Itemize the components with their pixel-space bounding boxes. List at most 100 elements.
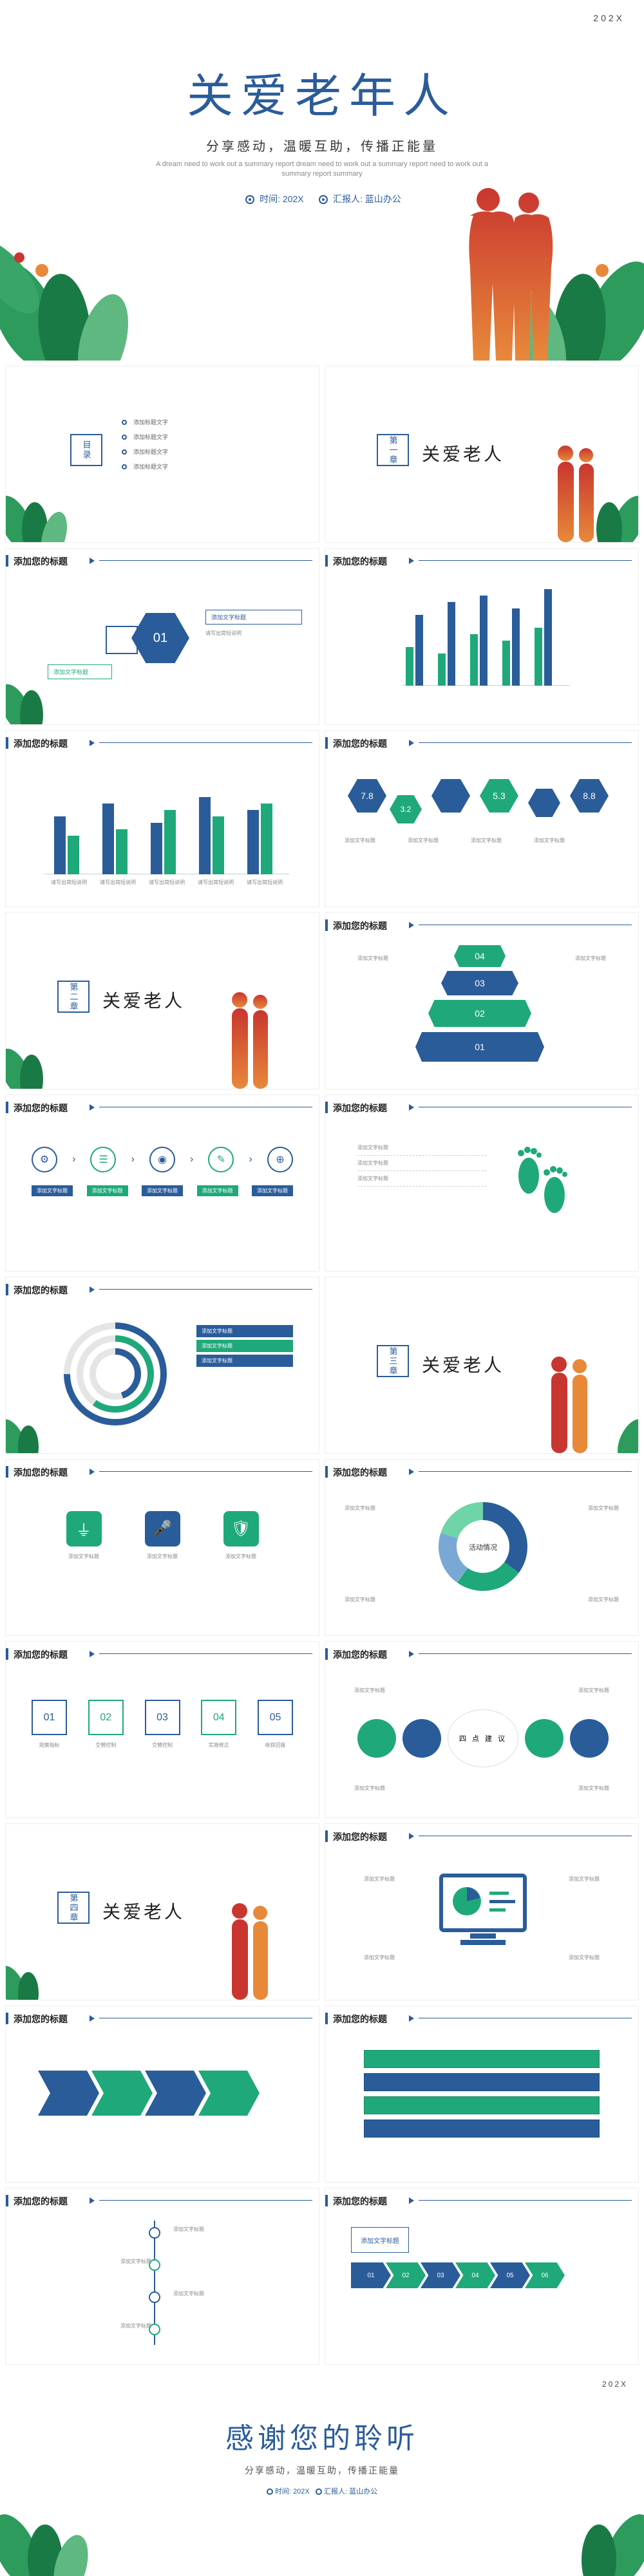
process-label: 添加文字标题 [252, 1185, 293, 1196]
process-icon: ☰ [90, 1147, 116, 1172]
bar-chart [402, 596, 570, 686]
point-circle [357, 1719, 396, 1758]
arrow-step: 03 [421, 2262, 460, 2288]
slide-big-arrows: 添加您的标题 [5, 2006, 319, 2183]
leaves-left-icon [0, 148, 193, 361]
point-circle [570, 1719, 609, 1758]
leaves-small-icon [583, 1389, 639, 1454]
slide-grouped-bars: 添加您的标题 请写出简短说明请写出简短说明请写出简短说明请写出简短说明请写出简短… [5, 730, 319, 907]
thanks-slide: 202X 感谢您的聆听 分享感动，温暖互助，传播正能量 时间: 202X 汇报人… [0, 2370, 644, 2576]
slide-toc: 目录 添加标题文字 添加标题文字 添加标题文字 添加标题文字 [5, 366, 319, 543]
h-bar [364, 2073, 600, 2091]
leaves-small-icon [5, 1935, 61, 2000]
mic-icon: 🎤 [145, 1511, 180, 1547]
hex-stat: 8.8 [570, 779, 609, 813]
chapter-title: 关爱老人 [102, 1898, 185, 1924]
process-icon: ⊕ [267, 1147, 293, 1172]
stack-item: 02 [428, 1000, 531, 1027]
slide-bar-chart: 添加您的标题 [325, 548, 639, 725]
couple-small-icon [548, 439, 606, 542]
grouped-bar-chart: 请写出简短说明请写出简短说明请写出简短说明请写出简短说明请写出简短说明 [44, 778, 289, 874]
arrow-step: 06 [525, 2262, 565, 2288]
point-circle [525, 1719, 564, 1758]
leaves-small-icon [5, 1011, 67, 1089]
h-bar [364, 2050, 600, 2068]
donut-chart: 活动情况 [435, 1498, 531, 1595]
process-icon: ✎ [208, 1147, 234, 1172]
process-icon: ◉ [149, 1147, 175, 1172]
center-label: 四 点 建 议 [448, 1709, 518, 1767]
leaves-small-icon [5, 1389, 61, 1454]
process-label: 添加文字标题 [197, 1185, 238, 1196]
timeline-dot [149, 2291, 160, 2303]
leaves-small-icon [5, 647, 67, 725]
arrow-step: 02 [386, 2262, 426, 2288]
toc-item: 添加标题文字 [133, 447, 168, 456]
num-box: 01 [32, 1700, 67, 1735]
num-box: 02 [88, 1700, 124, 1735]
num-box: 05 [258, 1700, 293, 1735]
slide-3-icons: 添加您的标题 ⏚添加文字标题 🎤添加文字标题 🛡添加文字标题 [5, 1459, 319, 1636]
thanks-title: 感谢您的聆听 [0, 2370, 644, 2456]
svg-text:活动情况: 活动情况 [469, 1543, 497, 1552]
text-box: 添加文字标题 [205, 610, 302, 625]
process-label: 添加文字标题 [87, 1185, 128, 1196]
ring-chart [57, 1316, 173, 1432]
monitor-icon [435, 1869, 531, 1953]
hex-stat: 7.8 [348, 779, 386, 813]
leaves-small-icon [5, 452, 80, 543]
slide-rings: 添加您的标题 添加文字标题 添加文字标题 添加文字标题 [5, 1277, 319, 1454]
slide-chapter-3: 第三章 关爱老人 [325, 1277, 639, 1454]
slide-hex-row: 添加您的标题 7.8 3.2 5.3 8.8 添加文字标题添加文字标题添加文字标… [325, 730, 639, 907]
point-circle [402, 1719, 441, 1758]
slide-arrow-row: 添加您的标题 添加文字标题 01 02 03 04 05 06 [325, 2188, 639, 2365]
stack-item: 04 [454, 945, 506, 967]
hex-stat [528, 789, 560, 817]
slide-chapter-1: 第一章 关爱老人 [325, 366, 639, 543]
leaves-small-icon [0, 2454, 119, 2576]
couple-small-icon [222, 1897, 280, 2000]
hero-slide: 202X 关爱老年人 分享感动，温暖互助，传播正能量 A dream need … [0, 0, 644, 361]
process-icon: ⚙ [32, 1147, 57, 1172]
shield-icon: 🛡 [223, 1511, 259, 1547]
num-box: 04 [201, 1700, 236, 1735]
h-bar [364, 2096, 600, 2114]
slide-footprints: 添加您的标题 添加文字标题 添加文字标题 添加文字标题 [325, 1095, 639, 1272]
toc-item: 添加标题文字 [133, 462, 168, 471]
timeline-dot [149, 2227, 160, 2239]
chapter-title: 关爱老人 [422, 1351, 504, 1377]
slide-h-bars: 添加您的标题 [325, 2006, 639, 2183]
num-box: 03 [145, 1700, 180, 1735]
hero-title: 关爱老年人 [0, 0, 644, 126]
hex-stat: 5.3 [480, 779, 518, 813]
slide-monitor: 添加您的标题 添加文字标题 添加文字标题 添加文字标题 添加文字标题 [325, 1823, 639, 2000]
slide-5-boxes: 添加您的标题 01观察指标 02交替控制 03交替控制 04实施修正 05收获回… [5, 1641, 319, 1818]
slide-process-5: 添加您的标题 ⚙ › ☰ › ◉ › ✎ › ⊕ 添加文字标题 添加文字标题 添… [5, 1095, 319, 1272]
chapter-no: 第三章 [377, 1345, 409, 1377]
arrow-step: 04 [455, 2262, 495, 2288]
hex-stat: 3.2 [390, 795, 422, 823]
arrow-block [38, 2071, 99, 2116]
toc-item: 添加标题文字 [133, 433, 168, 441]
hex-number: 01 [131, 613, 189, 663]
label-box: 添加文字标题 [351, 2227, 409, 2253]
wifi-icon: ⏚ [66, 1511, 102, 1547]
arrow-block [91, 2071, 153, 2116]
couple-silhouette-icon [451, 167, 567, 361]
slide-donut: 添加您的标题 活动情况 添加文字标题 添加文字标题 添加文字标题 添加文字标题 [325, 1459, 639, 1636]
slide-4-points: 添加您的标题 四 点 建 议 添加文字标题 添加文字标题 添加文字标题 添加文字… [325, 1641, 639, 1818]
hex-stat [431, 779, 470, 813]
stack-item: 03 [441, 971, 518, 995]
hero-year: 202X [593, 13, 625, 23]
toc-item: 添加标题文字 [133, 418, 168, 426]
h-bar [364, 2120, 600, 2138]
footprint-icon [509, 1140, 574, 1217]
slide-hex-stack: 添加您的标题 04 03 02 01 添加文字标题 添加文字标题 [325, 912, 639, 1089]
process-label: 添加文字标题 [32, 1185, 73, 1196]
arrow-block [198, 2071, 260, 2116]
arrow-block [145, 2071, 206, 2116]
slide-v-timeline: 添加您的标题 添加文字标题 添加文字标题 添加文字标题 添加文字标题 [5, 2188, 319, 2365]
chapter-no: 第一章 [377, 434, 409, 466]
couple-small-icon [222, 986, 280, 1089]
slide-chapter-4: 第四章 关爱老人 [5, 1823, 319, 2000]
